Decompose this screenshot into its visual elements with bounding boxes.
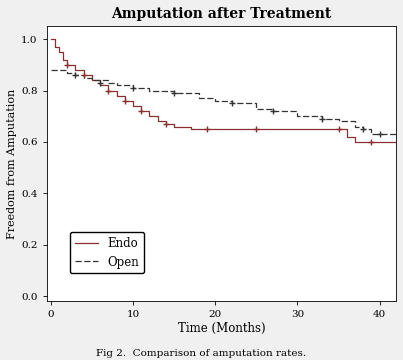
Open bbox=[73, 70, 78, 75]
Open bbox=[320, 117, 324, 121]
Open bbox=[114, 81, 119, 85]
Open bbox=[229, 99, 234, 103]
Open bbox=[320, 114, 324, 118]
Line: Endo: Endo bbox=[51, 39, 396, 142]
Endo bbox=[344, 135, 349, 139]
Endo bbox=[353, 140, 357, 144]
Open bbox=[56, 68, 61, 72]
Endo bbox=[89, 73, 94, 77]
Open bbox=[336, 119, 341, 123]
Open bbox=[147, 88, 152, 93]
Open bbox=[81, 76, 86, 80]
Open bbox=[89, 76, 94, 80]
Open bbox=[394, 132, 399, 136]
Open bbox=[65, 70, 70, 75]
Open bbox=[361, 127, 366, 131]
X-axis label: Time (Months): Time (Months) bbox=[178, 322, 265, 335]
Open bbox=[270, 109, 275, 113]
Open bbox=[196, 91, 201, 95]
Open bbox=[172, 88, 177, 93]
Open bbox=[131, 86, 135, 90]
Open bbox=[131, 83, 135, 87]
Open bbox=[196, 96, 201, 100]
Open bbox=[254, 106, 259, 111]
Open bbox=[361, 124, 366, 129]
Endo bbox=[61, 58, 66, 62]
Text: Fig 2.  Comparison of amputation rates.: Fig 2. Comparison of amputation rates. bbox=[96, 350, 307, 359]
Open bbox=[48, 68, 53, 72]
Open bbox=[369, 132, 374, 136]
Open bbox=[336, 117, 341, 121]
Endo bbox=[394, 140, 399, 144]
Open bbox=[114, 83, 119, 87]
Open bbox=[295, 109, 300, 113]
Y-axis label: Freedom from Amputation: Freedom from Amputation bbox=[7, 89, 17, 239]
Open bbox=[213, 96, 218, 100]
Open bbox=[369, 127, 374, 131]
Open bbox=[394, 132, 399, 136]
Open bbox=[213, 99, 218, 103]
Open bbox=[81, 73, 86, 77]
Endo bbox=[114, 94, 119, 98]
Endo bbox=[73, 68, 78, 72]
Open bbox=[56, 68, 61, 72]
Open bbox=[377, 132, 382, 136]
Open bbox=[254, 101, 259, 105]
Endo bbox=[394, 140, 399, 144]
Open bbox=[73, 73, 78, 77]
Open bbox=[270, 106, 275, 111]
Open bbox=[65, 68, 70, 72]
Line: Open: Open bbox=[51, 70, 396, 134]
Open bbox=[377, 132, 382, 136]
Open bbox=[172, 91, 177, 95]
Title: Amputation after Treatment: Amputation after Treatment bbox=[111, 7, 332, 21]
Open bbox=[106, 78, 111, 82]
Open bbox=[353, 119, 357, 123]
Open bbox=[147, 86, 152, 90]
Legend: Endo, Open: Endo, Open bbox=[70, 232, 144, 273]
Open bbox=[229, 101, 234, 105]
Open bbox=[295, 114, 300, 118]
Open bbox=[106, 81, 111, 85]
Endo bbox=[48, 37, 53, 41]
Open bbox=[89, 78, 94, 82]
Open bbox=[353, 124, 357, 129]
